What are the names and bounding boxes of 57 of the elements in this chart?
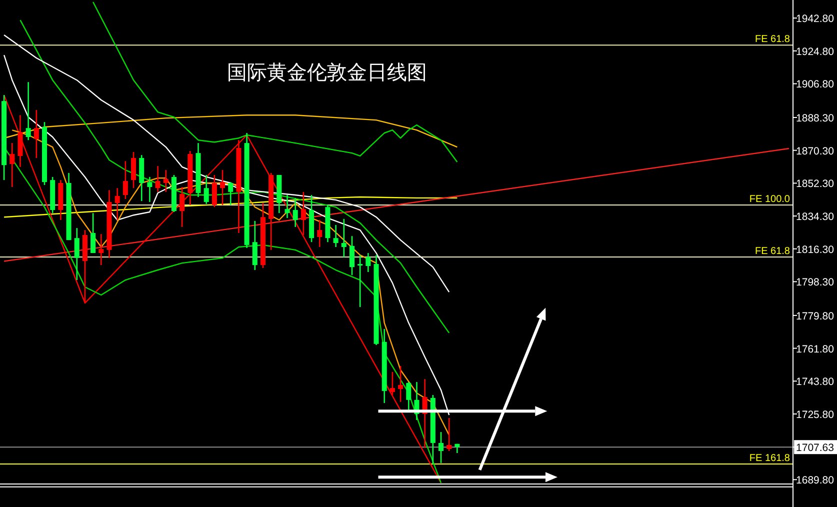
candlestick (292, 197, 298, 228)
candlestick (341, 218, 346, 258)
ref-line-label: FE 61.8 (754, 246, 790, 258)
candlestick (163, 169, 168, 193)
y-tick-label: 1725.80 (796, 408, 834, 421)
ref-line-label: FE 161.8 (749, 452, 790, 464)
candlestick (438, 431, 444, 464)
y-tick-label: 1942.80 (796, 13, 834, 26)
ref-line-label: FE 61.8 (754, 34, 790, 46)
candlestick (390, 371, 395, 396)
line-series (3, 196, 458, 218)
candlestick (284, 194, 290, 219)
ref-line-label: FE 100.0 (749, 194, 790, 206)
y-tick-label: 1707.63 (796, 442, 834, 454)
candlestick (300, 191, 306, 236)
y-tick-label: 1689.80 (796, 474, 834, 487)
y-tick-label: 1906.80 (796, 78, 834, 91)
line-series (92, 1, 458, 163)
candlestick (252, 220, 258, 271)
candlestick (406, 381, 412, 411)
candlestick (147, 176, 152, 203)
candlestick (446, 417, 452, 452)
candlestick (114, 187, 120, 221)
candlestick (155, 165, 160, 193)
y-tick-label: 1798.30 (796, 276, 834, 289)
candlestick (333, 224, 338, 248)
y-tick-label: 1761.80 (796, 343, 834, 356)
candlestick (317, 219, 322, 248)
candlestick (10, 142, 15, 188)
candlestick (98, 233, 104, 266)
y-tick-label: 1870.30 (796, 145, 834, 158)
candlestick (18, 114, 23, 168)
y-tick-label: 1924.80 (796, 46, 834, 58)
candlestick (204, 174, 209, 205)
line-series (20, 19, 450, 334)
line-series (12, 129, 450, 436)
text: 国际黄金伦敦金日线图 (227, 62, 427, 84)
candlestick (366, 252, 371, 273)
candlestick (180, 186, 185, 228)
y-tick-label: 1852.30 (796, 178, 834, 190)
candlestick (131, 151, 136, 189)
candlestick (90, 212, 96, 254)
y-tick-label: 1888.30 (796, 112, 834, 124)
candlestick (34, 109, 39, 159)
candlestick (358, 254, 363, 308)
y-tick-label: 1779.80 (796, 310, 834, 322)
candlestick (212, 174, 217, 208)
y-tick-label: 1743.80 (796, 376, 834, 388)
candlestick (122, 160, 128, 200)
candlestick (74, 227, 80, 281)
candlestick (220, 169, 226, 206)
y-tick-label: 1834.30 (796, 211, 834, 224)
candlestick (349, 235, 355, 276)
candlestick (26, 81, 31, 141)
y-tick-label: 1816.30 (796, 244, 834, 256)
candlestick (398, 365, 404, 403)
candlestick (228, 181, 234, 206)
